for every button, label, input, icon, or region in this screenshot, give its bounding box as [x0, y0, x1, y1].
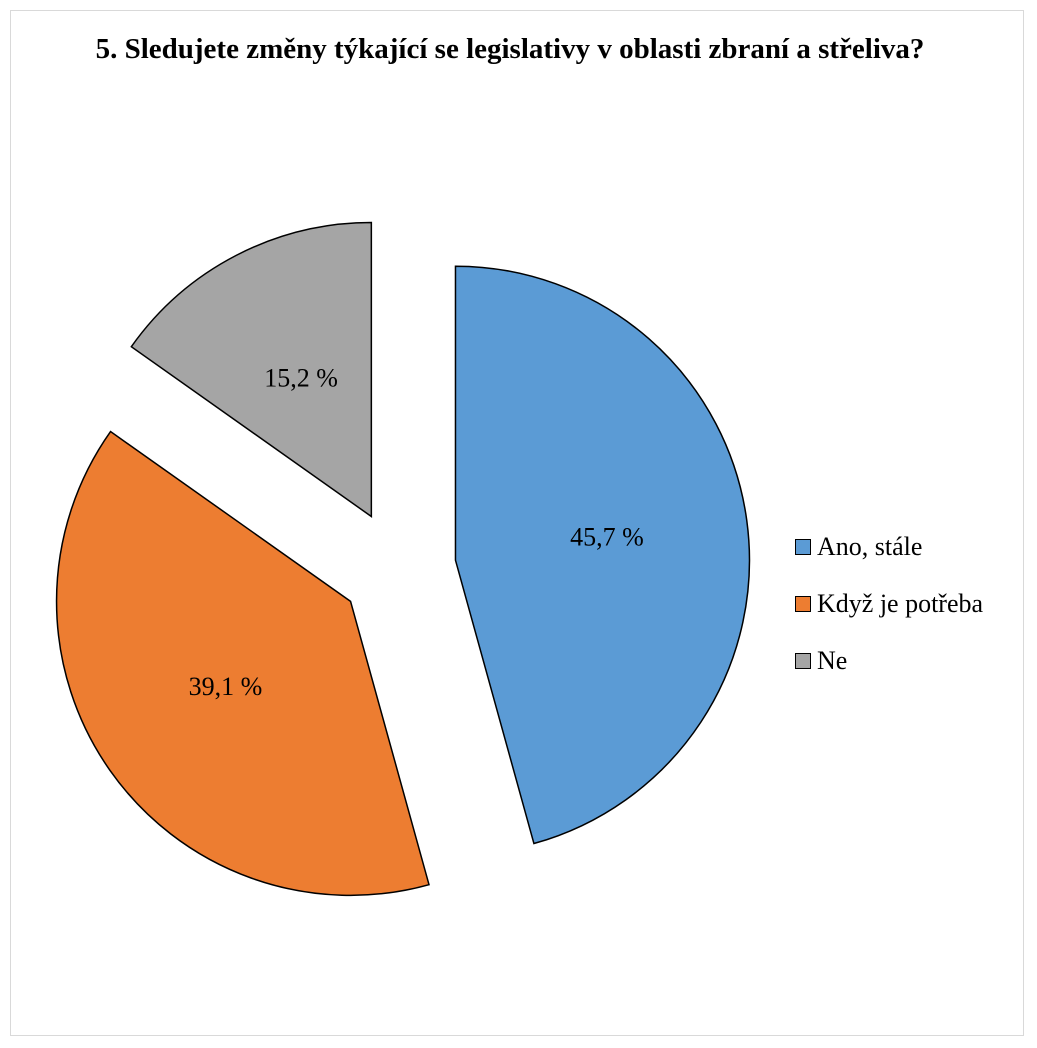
data-label-kdyz-je-potreba: 39,1 %: [189, 672, 263, 701]
legend-item-ne: Ne: [795, 632, 983, 689]
legend-swatch: [795, 595, 811, 612]
legend-item-kdyz-je-potreba: Když je potřeba: [795, 575, 983, 632]
pie-slice-kdyz-je-potreba: [55, 430, 430, 897]
legend-label: Ne: [817, 645, 848, 675]
chart-title: 5. Sledujete změny týkající se legislati…: [95, 33, 925, 65]
data-label-ano-stale: 45,7 %: [570, 523, 644, 552]
data-label-ne: 15,2 %: [264, 364, 338, 393]
legend-swatch: [795, 538, 811, 555]
pie-slice-ne: [130, 221, 373, 518]
pie-slice-ano-stale: [454, 265, 751, 845]
legend-label: Když je potřeba: [817, 588, 984, 618]
legend-label: Ano, stále: [817, 531, 923, 561]
legend-swatch: [795, 652, 811, 669]
chart-legend: Ano, stále Když je potřeba Ne: [795, 518, 983, 689]
legend-item-ano-stale: Ano, stále: [795, 518, 983, 575]
